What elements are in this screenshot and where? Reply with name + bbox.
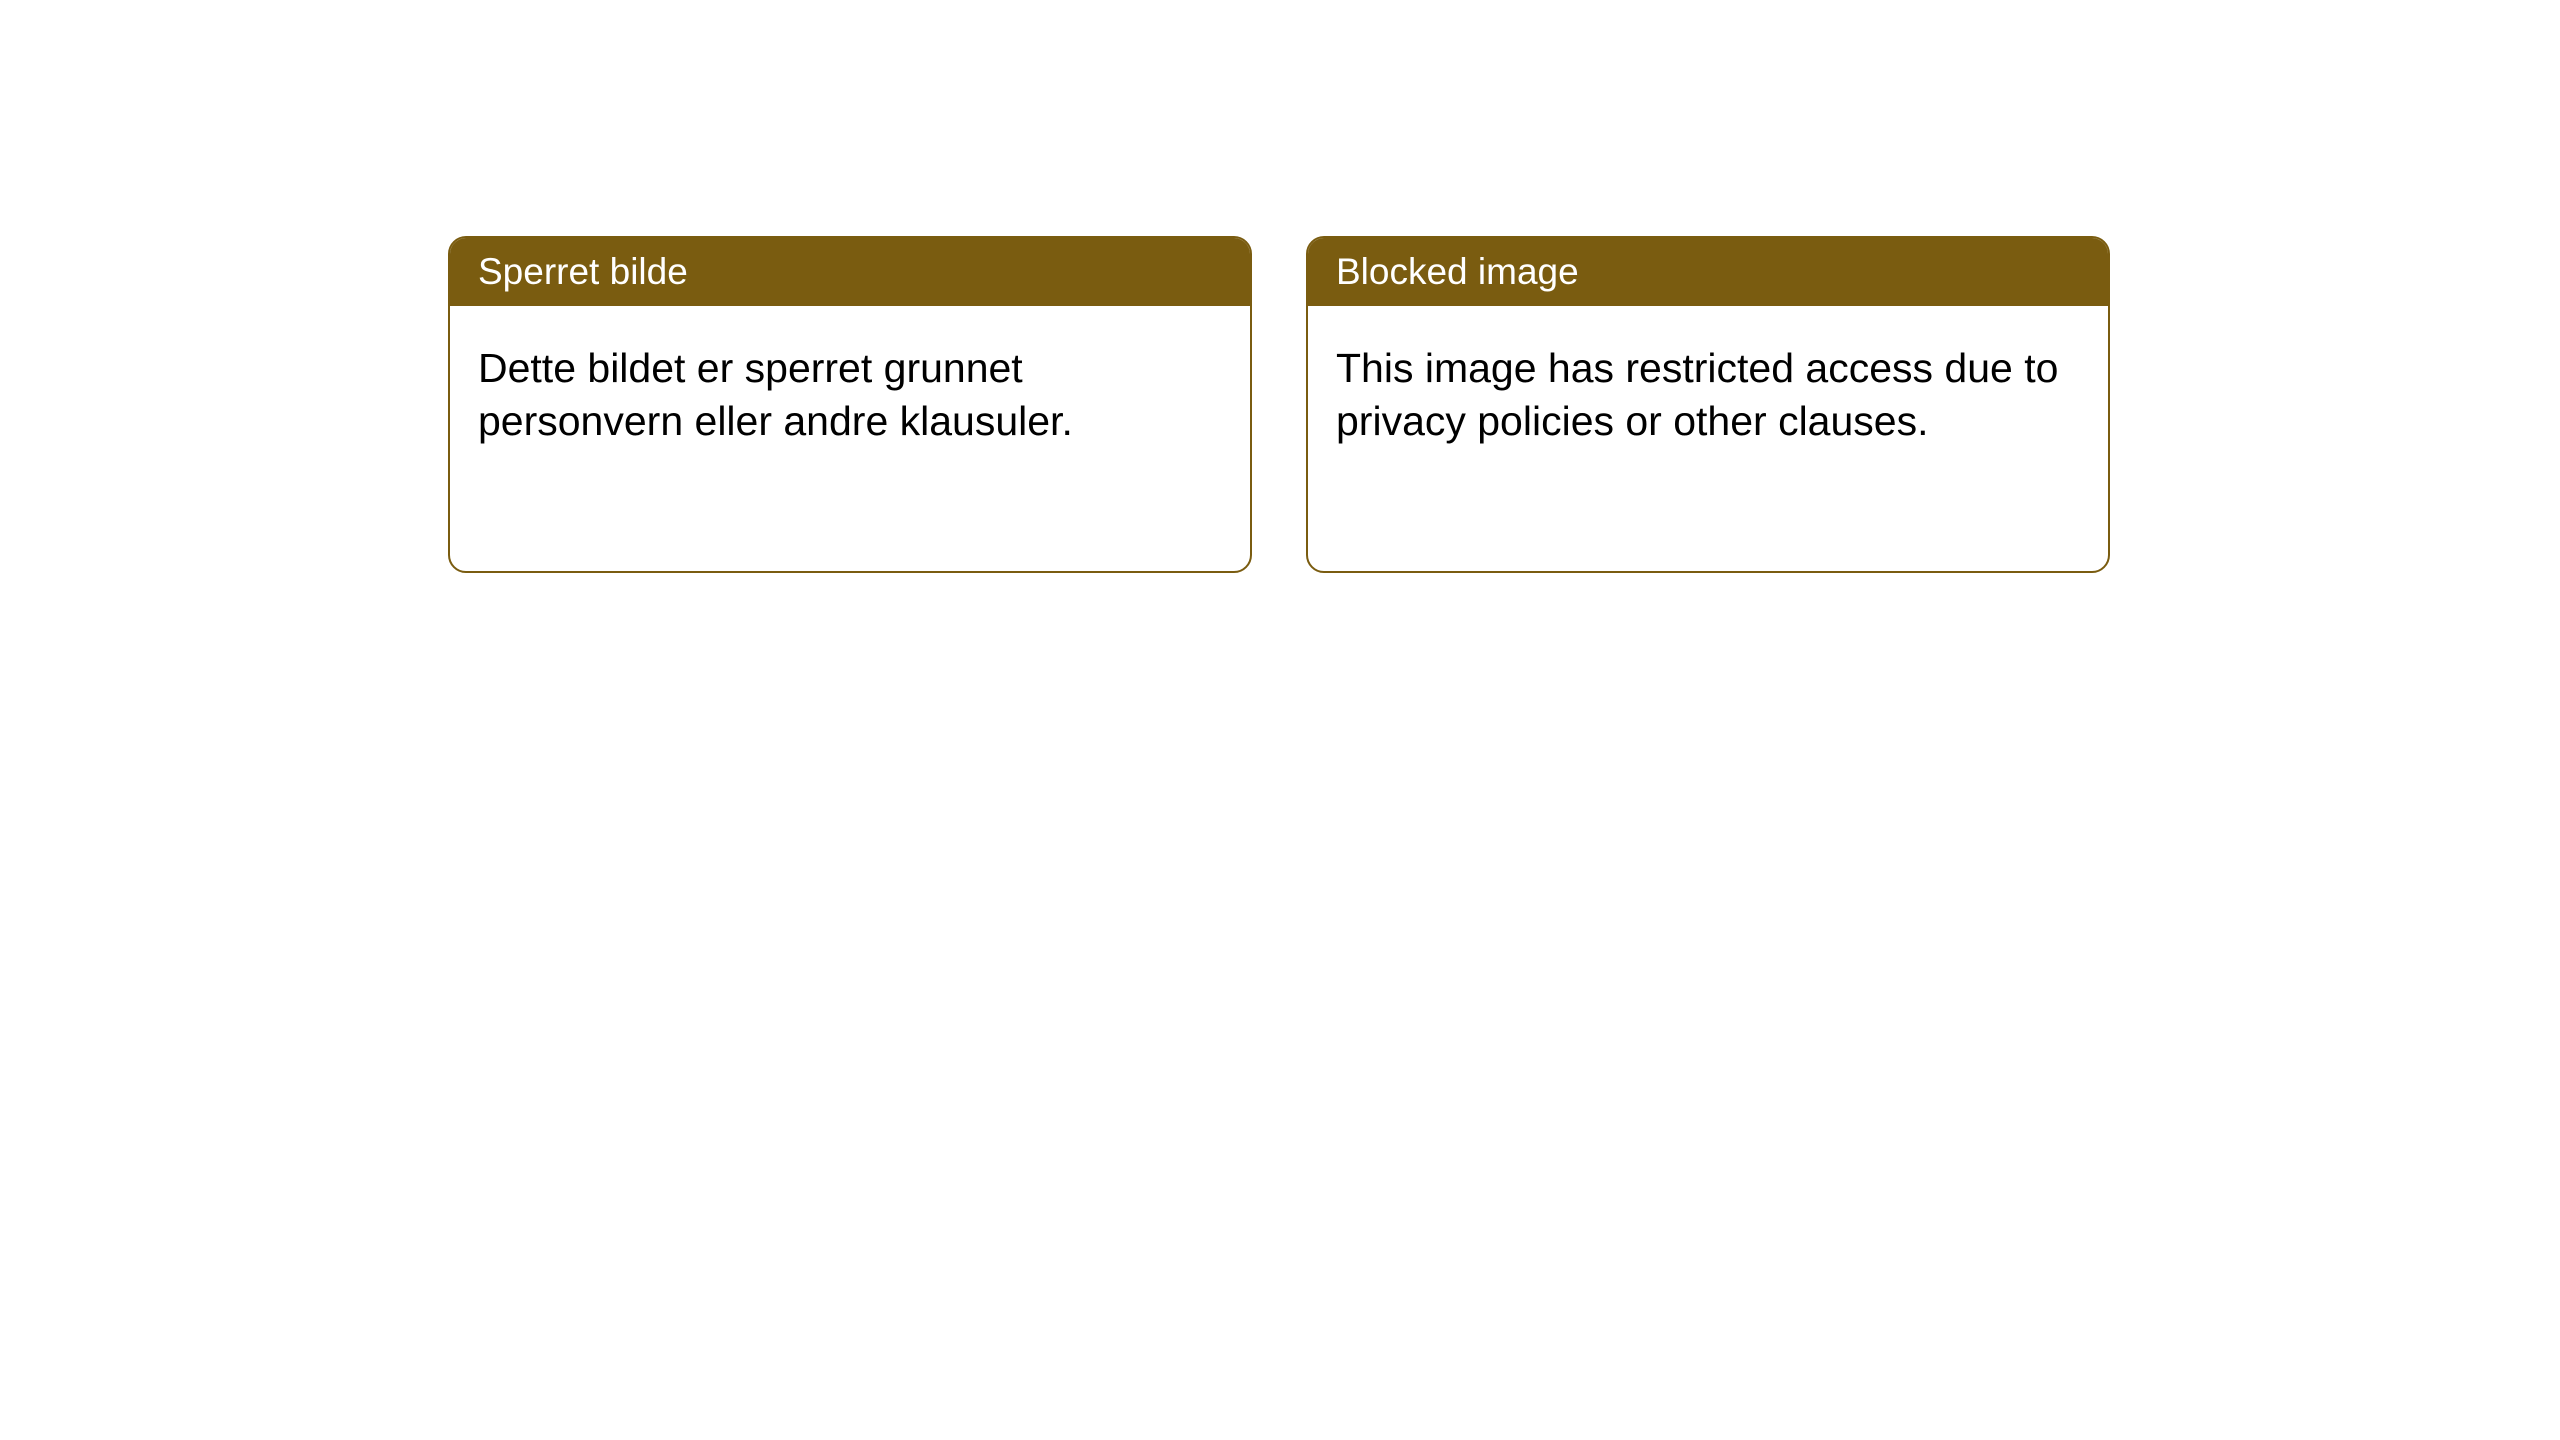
notice-title: Sperret bilde — [478, 251, 688, 292]
notice-header-english: Blocked image — [1308, 238, 2108, 306]
notice-title: Blocked image — [1336, 251, 1579, 292]
notice-cards-container: Sperret bilde Dette bildet er sperret gr… — [448, 236, 2110, 573]
notice-body-text: This image has restricted access due to … — [1336, 345, 2058, 443]
notice-body-text: Dette bildet er sperret grunnet personve… — [478, 345, 1073, 443]
notice-card-english: Blocked image This image has restricted … — [1306, 236, 2110, 573]
notice-card-norwegian: Sperret bilde Dette bildet er sperret gr… — [448, 236, 1252, 573]
notice-body-english: This image has restricted access due to … — [1308, 306, 2108, 483]
notice-header-norwegian: Sperret bilde — [450, 238, 1250, 306]
notice-body-norwegian: Dette bildet er sperret grunnet personve… — [450, 306, 1250, 483]
